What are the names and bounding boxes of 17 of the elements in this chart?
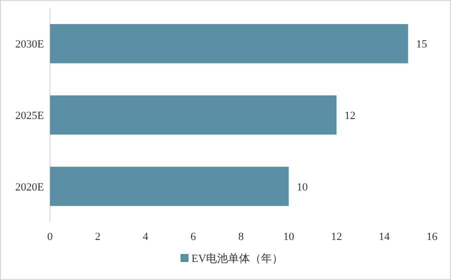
y-tick-label: 2025E — [15, 110, 44, 122]
x-tick-label: 2 — [95, 231, 100, 243]
x-tick-label: 6 — [190, 231, 196, 243]
x-tick-label: 14 — [378, 231, 390, 243]
x-tick-label: 8 — [238, 231, 244, 243]
legend: EV电池单体（年） — [180, 253, 284, 265]
legend-label: EV电池单体（年） — [192, 252, 284, 265]
x-tick-label: 4 — [142, 231, 149, 243]
data-label: 10 — [296, 181, 308, 194]
y-tick-label: 2030E — [15, 38, 44, 51]
x-tick-label: 0 — [47, 231, 54, 243]
data-label: 12 — [344, 110, 356, 122]
x-tick-label: 10 — [283, 231, 295, 243]
x-tick-label: 16 — [426, 231, 438, 243]
x-tick-label: 12 — [331, 231, 342, 243]
data-label: 15 — [416, 38, 428, 51]
y-tick-label: 2020E — [15, 181, 44, 194]
